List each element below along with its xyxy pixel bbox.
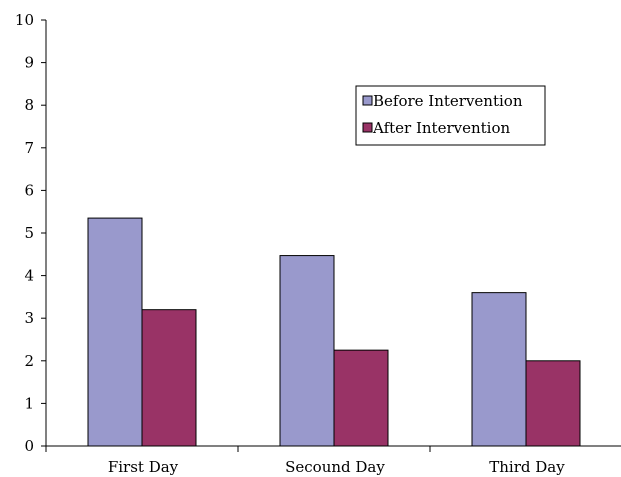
legend-box [355,85,546,146]
y-axis: 0 1 2 3 4 5 6 7 8 9 10 [15,11,47,455]
y-tick-label: 8 [24,96,34,114]
x-category-label: Secound Day [285,458,385,476]
y-tick-label: 6 [24,181,34,199]
legend-label: Before Intervention [373,92,523,110]
x-axis: First Day Secound Day Third Day [45,445,621,476]
y-tick-label: 5 [24,224,34,242]
bar-after-intervention [525,360,581,447]
bar-before-intervention [279,255,335,447]
legend-swatch [362,122,373,133]
legend-swatch [362,95,373,106]
x-category-label: Third Day [489,458,565,476]
y-tick-label: 9 [24,54,34,72]
y-tick-label: 1 [24,394,34,412]
y-tick-label: 0 [24,437,34,455]
bar-before-intervention [87,217,143,447]
bar-after-intervention [333,349,389,447]
legend-label: After Intervention [372,119,510,137]
y-tick-label: 7 [24,139,34,157]
bar-series [87,217,581,447]
y-tick-label: 10 [15,11,34,29]
bar-after-intervention [141,309,197,447]
y-tick-label: 3 [24,309,34,327]
y-tick-label: 4 [24,267,34,285]
y-tick-label: 2 [24,352,34,370]
legend: Before Intervention After Intervention [355,85,546,146]
x-category-label: First Day [108,458,179,476]
bar-before-intervention [471,292,527,447]
